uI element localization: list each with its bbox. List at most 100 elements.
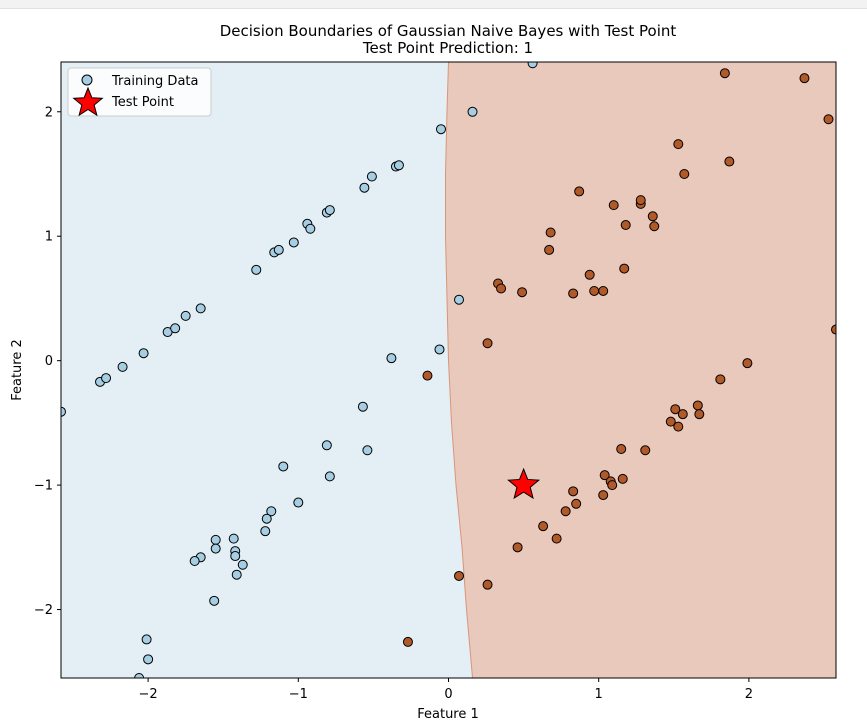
x-tick-label: 1 — [595, 687, 603, 702]
data-point-class-1 — [512, 542, 523, 553]
legend-test-point-label: Test Point — [111, 95, 174, 110]
decision-region-class-1 — [445, 62, 836, 678]
data-point-class-1 — [831, 324, 836, 335]
test-point-layer — [507, 467, 541, 500]
data-point-class-1 — [616, 444, 627, 455]
data-point-class-1 — [482, 338, 493, 349]
data-point-class-0 — [141, 634, 152, 645]
data-point-class-0 — [210, 534, 221, 545]
x-tick-label: −1 — [289, 687, 308, 702]
data-point-class-1 — [823, 114, 834, 125]
data-point-class-1 — [619, 263, 630, 274]
plot-area — [61, 62, 836, 678]
data-point-class-0 — [231, 569, 242, 580]
decision-boundary-line — [444, 62, 474, 678]
data-point-class-0 — [293, 497, 304, 508]
data-point-class-0 — [366, 171, 377, 182]
data-point-class-0 — [324, 471, 335, 482]
data-point-class-0 — [273, 244, 284, 255]
legend-box — [67, 67, 212, 117]
x-tick-label: −2 — [139, 687, 158, 702]
data-point-class-1 — [640, 445, 651, 456]
y-tick-label: 2 — [45, 105, 53, 120]
data-point-class-1 — [598, 490, 609, 501]
data-point-class-0 — [324, 205, 335, 216]
data-point-class-0 — [230, 551, 241, 562]
data-point-class-0 — [134, 673, 145, 678]
data-point-class-0 — [266, 506, 277, 517]
data-point-class-0 — [357, 401, 368, 412]
data-point-class-1 — [608, 200, 619, 211]
data-point-class-1 — [402, 636, 413, 647]
data-point-class-0 — [288, 237, 299, 248]
data-point-class-1 — [422, 370, 433, 381]
legend-training-data-marker — [81, 74, 93, 86]
data-point-class-0 — [228, 533, 239, 544]
data-point-class-1 — [551, 533, 562, 544]
y-axis-ticks: −2 −1 0 1 2 — [34, 105, 61, 618]
data-point-class-1 — [544, 244, 555, 255]
data-point-class-1 — [560, 506, 571, 517]
data-point-class-1 — [545, 227, 556, 238]
data-point-class-0 — [362, 445, 373, 456]
data-point-class-0 — [237, 559, 248, 570]
data-point-class-1 — [599, 470, 610, 481]
data-point-class-1 — [571, 498, 582, 509]
data-point-class-0 — [359, 182, 370, 193]
data-point-class-1 — [568, 486, 579, 497]
data-point-class-1 — [724, 156, 735, 167]
data-point-class-0 — [189, 556, 200, 567]
chart-title: Decision Boundaries of Gaussian Naive Ba… — [220, 22, 677, 40]
data-point-class-0 — [278, 461, 289, 472]
data-point-class-1 — [454, 570, 465, 581]
data-point-class-0 — [435, 124, 446, 135]
data-point-class-1 — [617, 473, 628, 484]
x-tick-label: 2 — [745, 687, 753, 702]
data-point-class-1 — [584, 269, 595, 280]
data-point-class-0 — [386, 353, 397, 364]
data-point-class-1 — [538, 521, 549, 532]
data-point-class-0 — [467, 106, 478, 117]
y-tick-label: −1 — [34, 479, 53, 494]
y-axis-label: Feature 2 — [10, 339, 25, 401]
data-point-class-0 — [138, 348, 149, 359]
scatter-points — [61, 62, 836, 678]
data-point-class-1 — [649, 221, 660, 232]
data-point-class-0 — [210, 543, 221, 554]
data-point-class-1 — [799, 73, 810, 84]
data-point-class-0 — [393, 160, 404, 171]
data-point-class-0 — [527, 62, 538, 69]
data-point-class-1 — [517, 287, 528, 298]
data-point-class-0 — [305, 223, 316, 234]
data-point-class-1 — [692, 400, 703, 411]
x-axis-label: Feature 1 — [417, 707, 479, 722]
data-point-class-1 — [719, 68, 730, 79]
data-point-class-1 — [620, 220, 631, 231]
data-point-class-1 — [673, 421, 684, 432]
data-point-class-1 — [694, 409, 705, 420]
data-point-class-1 — [670, 404, 681, 415]
data-point-class-1 — [589, 285, 600, 296]
y-tick-label: −2 — [34, 603, 53, 618]
data-point-class-1 — [598, 285, 609, 296]
legend-training-data-label: Training Data — [111, 74, 198, 89]
data-point-class-1 — [679, 169, 690, 179]
y-tick-label: 0 — [45, 354, 53, 369]
legend: Training Data Test Point — [67, 67, 212, 117]
data-point-class-0 — [434, 344, 445, 355]
test-point-star — [507, 467, 541, 500]
y-tick-label: 1 — [45, 230, 53, 245]
data-point-class-0 — [260, 526, 271, 537]
data-point-class-1 — [482, 579, 493, 590]
data-point-class-1 — [607, 480, 618, 491]
data-point-class-1 — [742, 358, 753, 369]
data-point-class-1 — [574, 186, 585, 197]
data-point-class-0 — [180, 310, 191, 321]
data-point-class-0 — [195, 303, 206, 314]
data-point-class-1 — [568, 288, 579, 299]
data-point-class-0 — [454, 294, 465, 305]
data-point-class-0 — [251, 264, 262, 275]
window-top-bar — [0, 0, 867, 9]
data-point-class-1 — [673, 139, 684, 150]
